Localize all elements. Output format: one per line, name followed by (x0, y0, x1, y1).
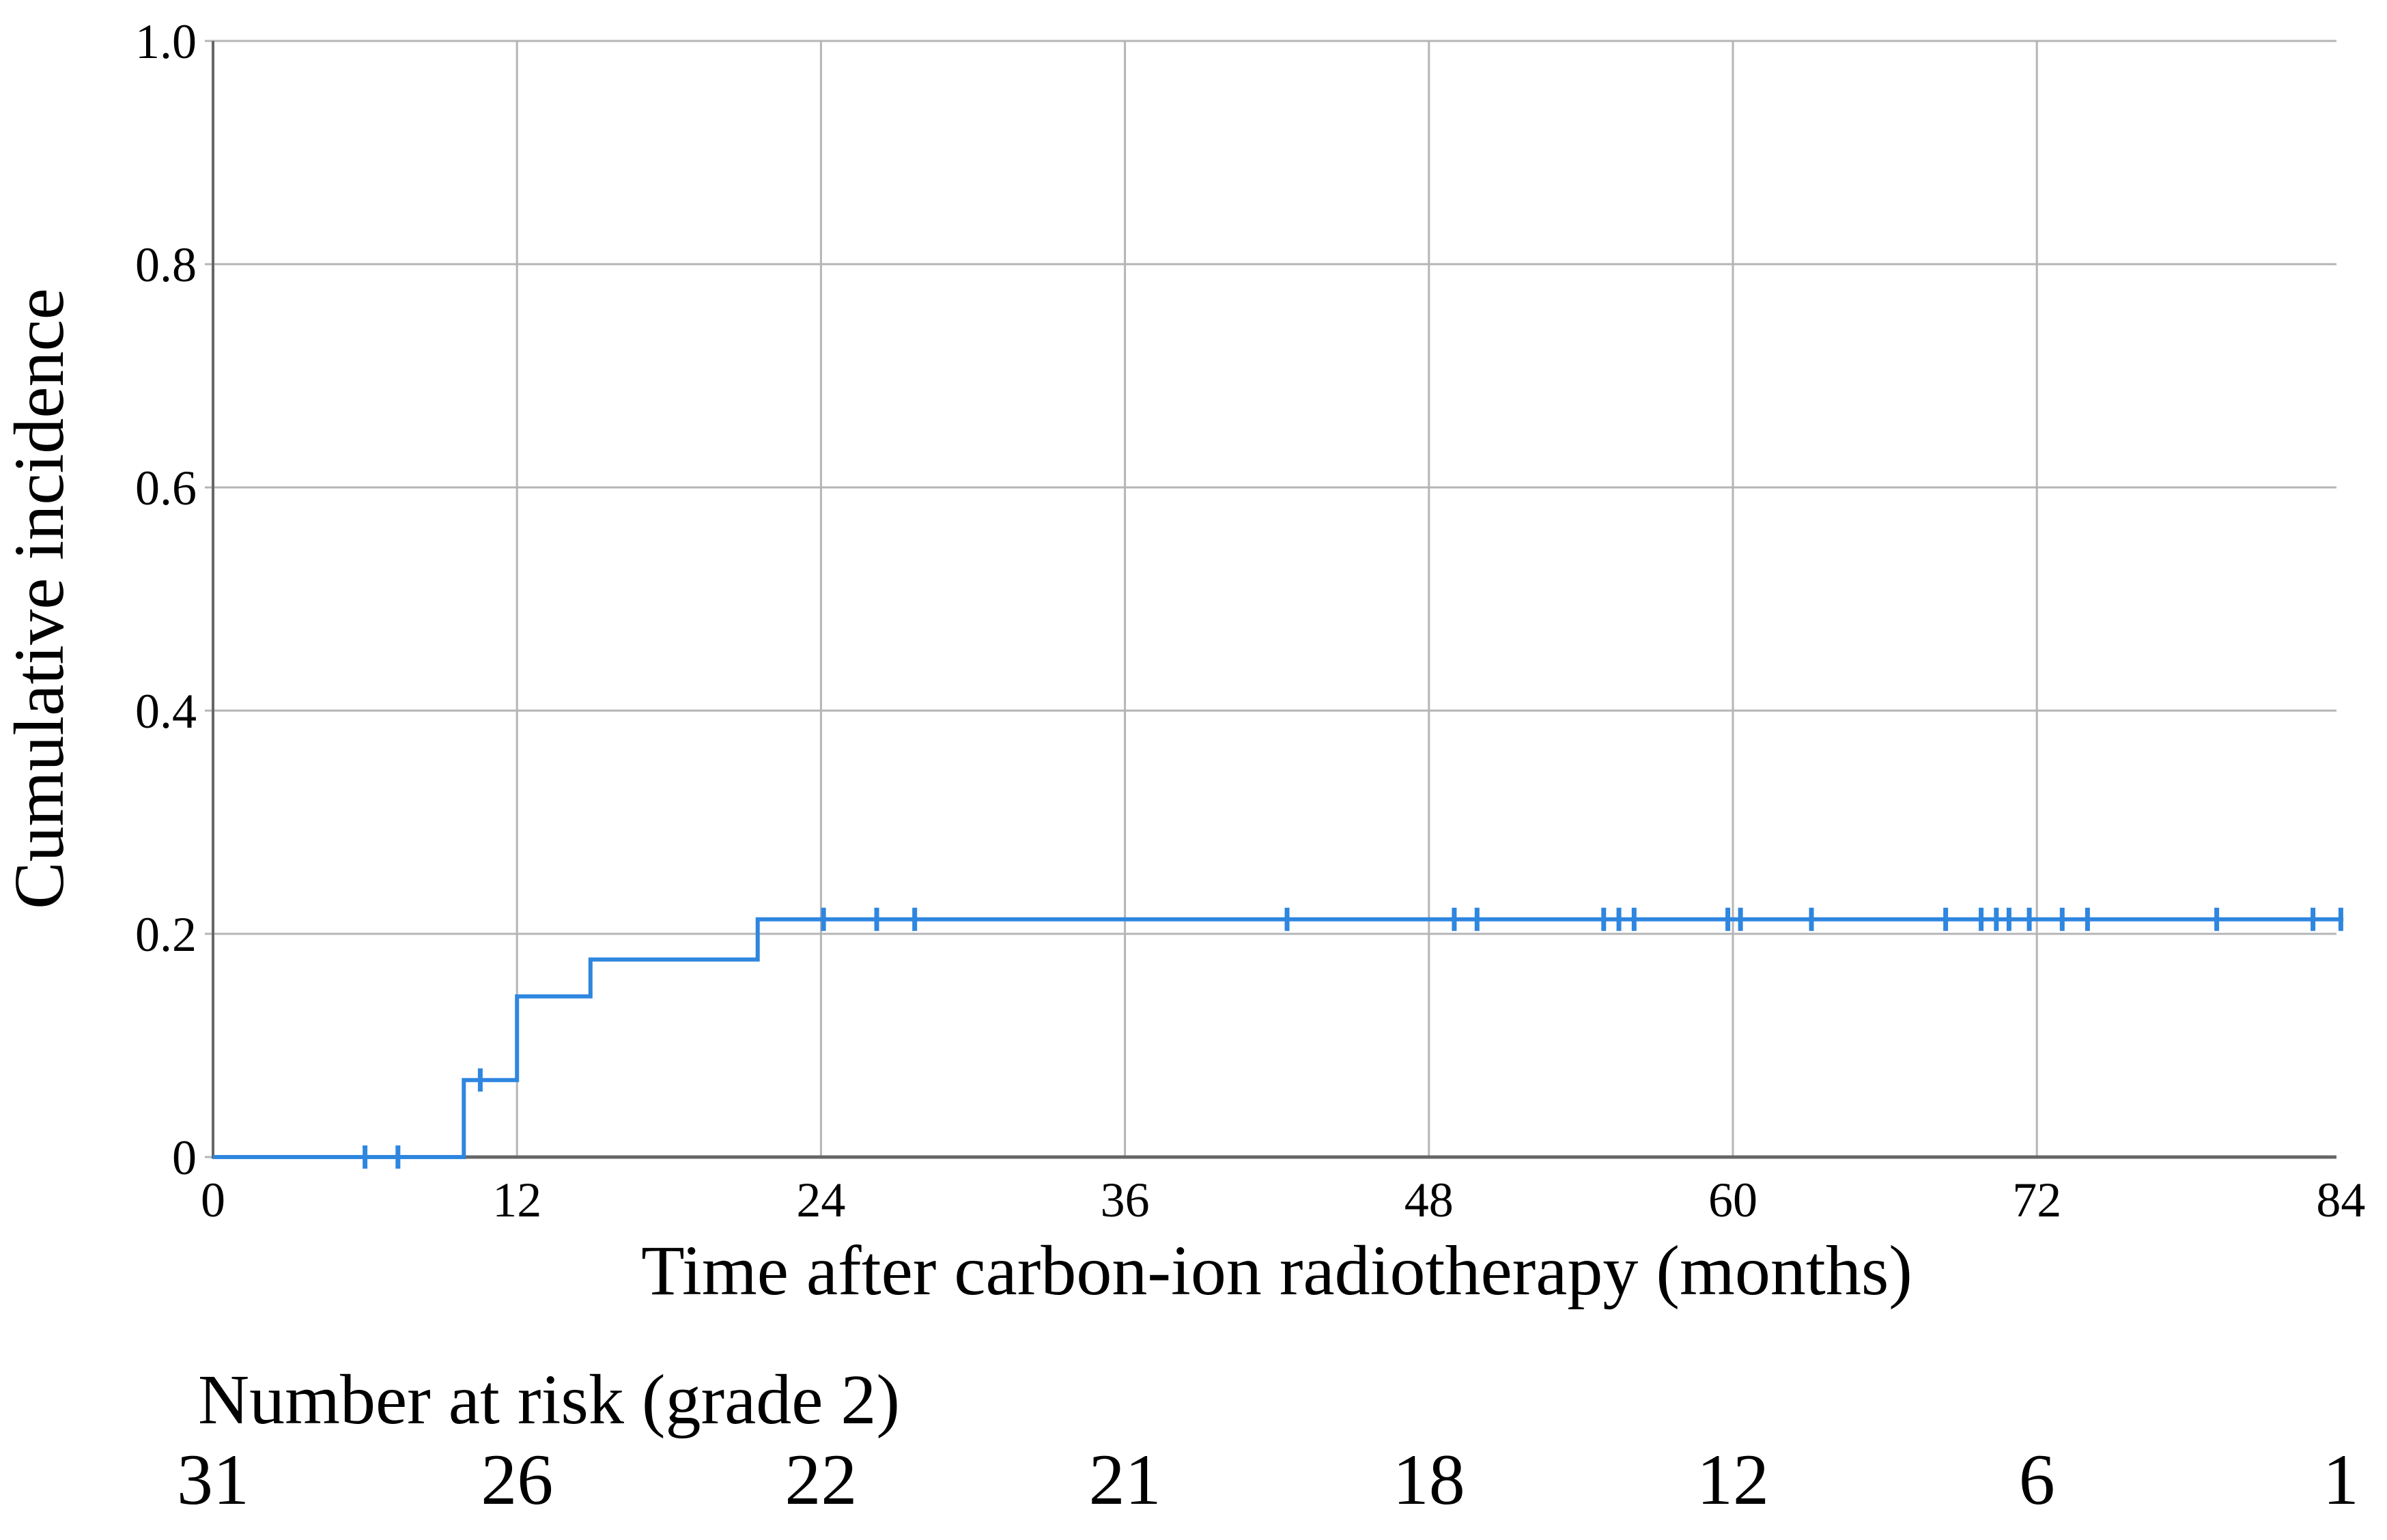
curve-layer (213, 907, 2344, 1169)
x-tick-label: 0 (201, 1173, 225, 1227)
risk-count: 6 (2019, 1440, 2055, 1520)
y-tick-label: 0.2 (135, 907, 197, 962)
x-tick-label: 12 (492, 1173, 541, 1227)
risk-count: 26 (481, 1440, 553, 1520)
y-tick-label: 1.0 (135, 14, 197, 69)
risk-table-header: Number at risk (grade 2) (198, 1360, 900, 1439)
risk-count: 18 (1393, 1440, 1465, 1520)
y-tick-label: 0.4 (135, 684, 197, 739)
y-tick-label: 0 (172, 1130, 197, 1185)
risk-count: 22 (785, 1440, 857, 1520)
axis-layer (212, 41, 2336, 1159)
x-tick-label: 24 (796, 1173, 845, 1227)
risk-count: 1 (2323, 1440, 2359, 1520)
risk-count: 31 (177, 1440, 249, 1520)
x-tick-label: 84 (2316, 1173, 2365, 1227)
x-tick-label: 72 (2012, 1173, 2061, 1227)
x-axis-title: Time after carbon-ion radiotherapy (mont… (641, 1231, 1912, 1310)
cumulative-incidence-curve (213, 917, 2344, 1159)
grid-layer (205, 40, 2336, 1158)
risk-count: 12 (1697, 1440, 1769, 1520)
risk-count: 21 (1089, 1440, 1161, 1520)
x-tick-label: 60 (1708, 1173, 1757, 1227)
y-axis-title: Cumulative incidence (0, 288, 79, 909)
text-layer: Time after carbon-ion radiotherapy (mont… (0, 14, 2365, 1520)
x-tick-label: 48 (1404, 1173, 1454, 1227)
y-tick-label: 0.6 (135, 461, 197, 515)
y-tick-label: 0.8 (135, 238, 197, 292)
x-tick-label: 36 (1101, 1173, 1150, 1227)
